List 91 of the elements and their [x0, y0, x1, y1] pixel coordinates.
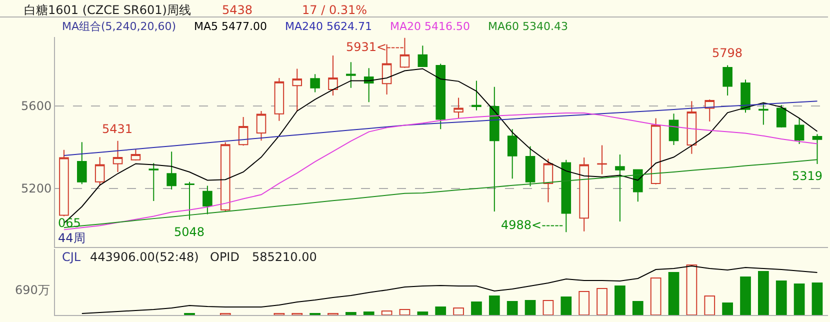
bar — [578, 291, 590, 315]
text: 690万 — [15, 283, 50, 297]
chart-title: 白糖1601 (CZCE SR601)周线 — [24, 3, 191, 17]
candlestick — [561, 159, 572, 233]
text: 443906.00(52:48) — [90, 250, 199, 264]
candlestick — [794, 118, 804, 144]
bar — [614, 286, 626, 315]
bar — [650, 278, 662, 315]
chart-subtitle: MA组合(5,240,20,60) — [62, 20, 176, 33]
candlestick — [238, 116, 248, 146]
text: MA20 5416.50 — [390, 20, 470, 33]
annotation: 5431 — [102, 122, 133, 136]
candlestick — [490, 86, 500, 212]
bar — [794, 284, 805, 315]
bar — [542, 300, 554, 315]
candlestick — [722, 64, 732, 96]
text: CJL — [62, 250, 81, 264]
annotation: 5319 — [792, 169, 823, 183]
candlestick — [418, 45, 428, 68]
candlestick — [94, 156, 105, 186]
bar — [704, 296, 716, 315]
bar — [596, 288, 608, 315]
candlestick — [220, 142, 230, 212]
bar — [417, 312, 428, 315]
bar — [453, 308, 464, 315]
candlestick — [472, 80, 482, 111]
bar — [812, 282, 823, 315]
annotation: 44周 — [58, 231, 86, 245]
annotation: 5798 — [712, 46, 743, 60]
bar — [381, 310, 392, 315]
candlestick — [130, 149, 141, 161]
candlestick — [77, 142, 87, 185]
candlestick — [812, 134, 822, 164]
candlestick — [704, 98, 715, 122]
bar — [346, 312, 356, 315]
y-tick-label: 5600 — [21, 99, 52, 114]
candlestick — [650, 118, 661, 185]
candlestick — [525, 146, 536, 187]
annotation: 065 — [58, 216, 81, 230]
candlestick — [632, 168, 643, 202]
candlestick — [579, 157, 589, 232]
candlestick — [166, 151, 176, 190]
candlestick — [436, 63, 446, 130]
candlestick — [346, 62, 356, 88]
candlestick — [668, 113, 679, 146]
bar — [758, 271, 769, 315]
bar — [632, 301, 644, 315]
candlestick — [256, 110, 266, 142]
text: MA5 5477.00 — [194, 20, 267, 33]
candlestick — [454, 97, 464, 119]
candlestick — [59, 149, 69, 217]
candlestick — [740, 79, 750, 114]
bar — [722, 302, 733, 315]
candlestick — [274, 78, 284, 122]
text: 5438 — [222, 3, 253, 17]
candlestick — [364, 68, 374, 103]
candlestick — [328, 55, 338, 96]
candlestick — [776, 104, 786, 128]
text: 17 / 0.31% — [302, 3, 368, 17]
bar — [471, 302, 482, 315]
bar — [363, 312, 374, 315]
text: 585210.00 — [252, 250, 317, 264]
bar — [560, 296, 572, 315]
bar — [506, 301, 518, 315]
bar — [488, 296, 500, 315]
candlestick — [292, 68, 302, 112]
y-tick-label: 5200 — [21, 182, 52, 196]
annotation: 4988<----- — [501, 218, 564, 232]
bar — [776, 280, 787, 315]
candlestick — [615, 154, 625, 222]
candlestick — [686, 100, 697, 154]
bar — [399, 309, 410, 315]
text: MA60 5340.43 — [488, 20, 568, 33]
candlestick — [148, 162, 159, 202]
annotation: 5048 — [174, 225, 205, 239]
candlestick — [202, 185, 212, 215]
text: OPID — [210, 250, 240, 264]
bar — [668, 272, 680, 315]
bar — [524, 300, 536, 315]
bar — [740, 276, 751, 315]
candlestick — [310, 74, 320, 93]
candlestick — [184, 181, 194, 220]
line-series — [63, 100, 818, 156]
candlestick — [597, 144, 607, 175]
candlestick — [507, 128, 518, 180]
text: MA240 5624.71 — [285, 20, 372, 33]
candlestick — [543, 158, 554, 203]
candlestick — [758, 102, 768, 126]
bar — [686, 264, 698, 315]
candlestick — [112, 140, 123, 172]
bar — [435, 306, 446, 315]
